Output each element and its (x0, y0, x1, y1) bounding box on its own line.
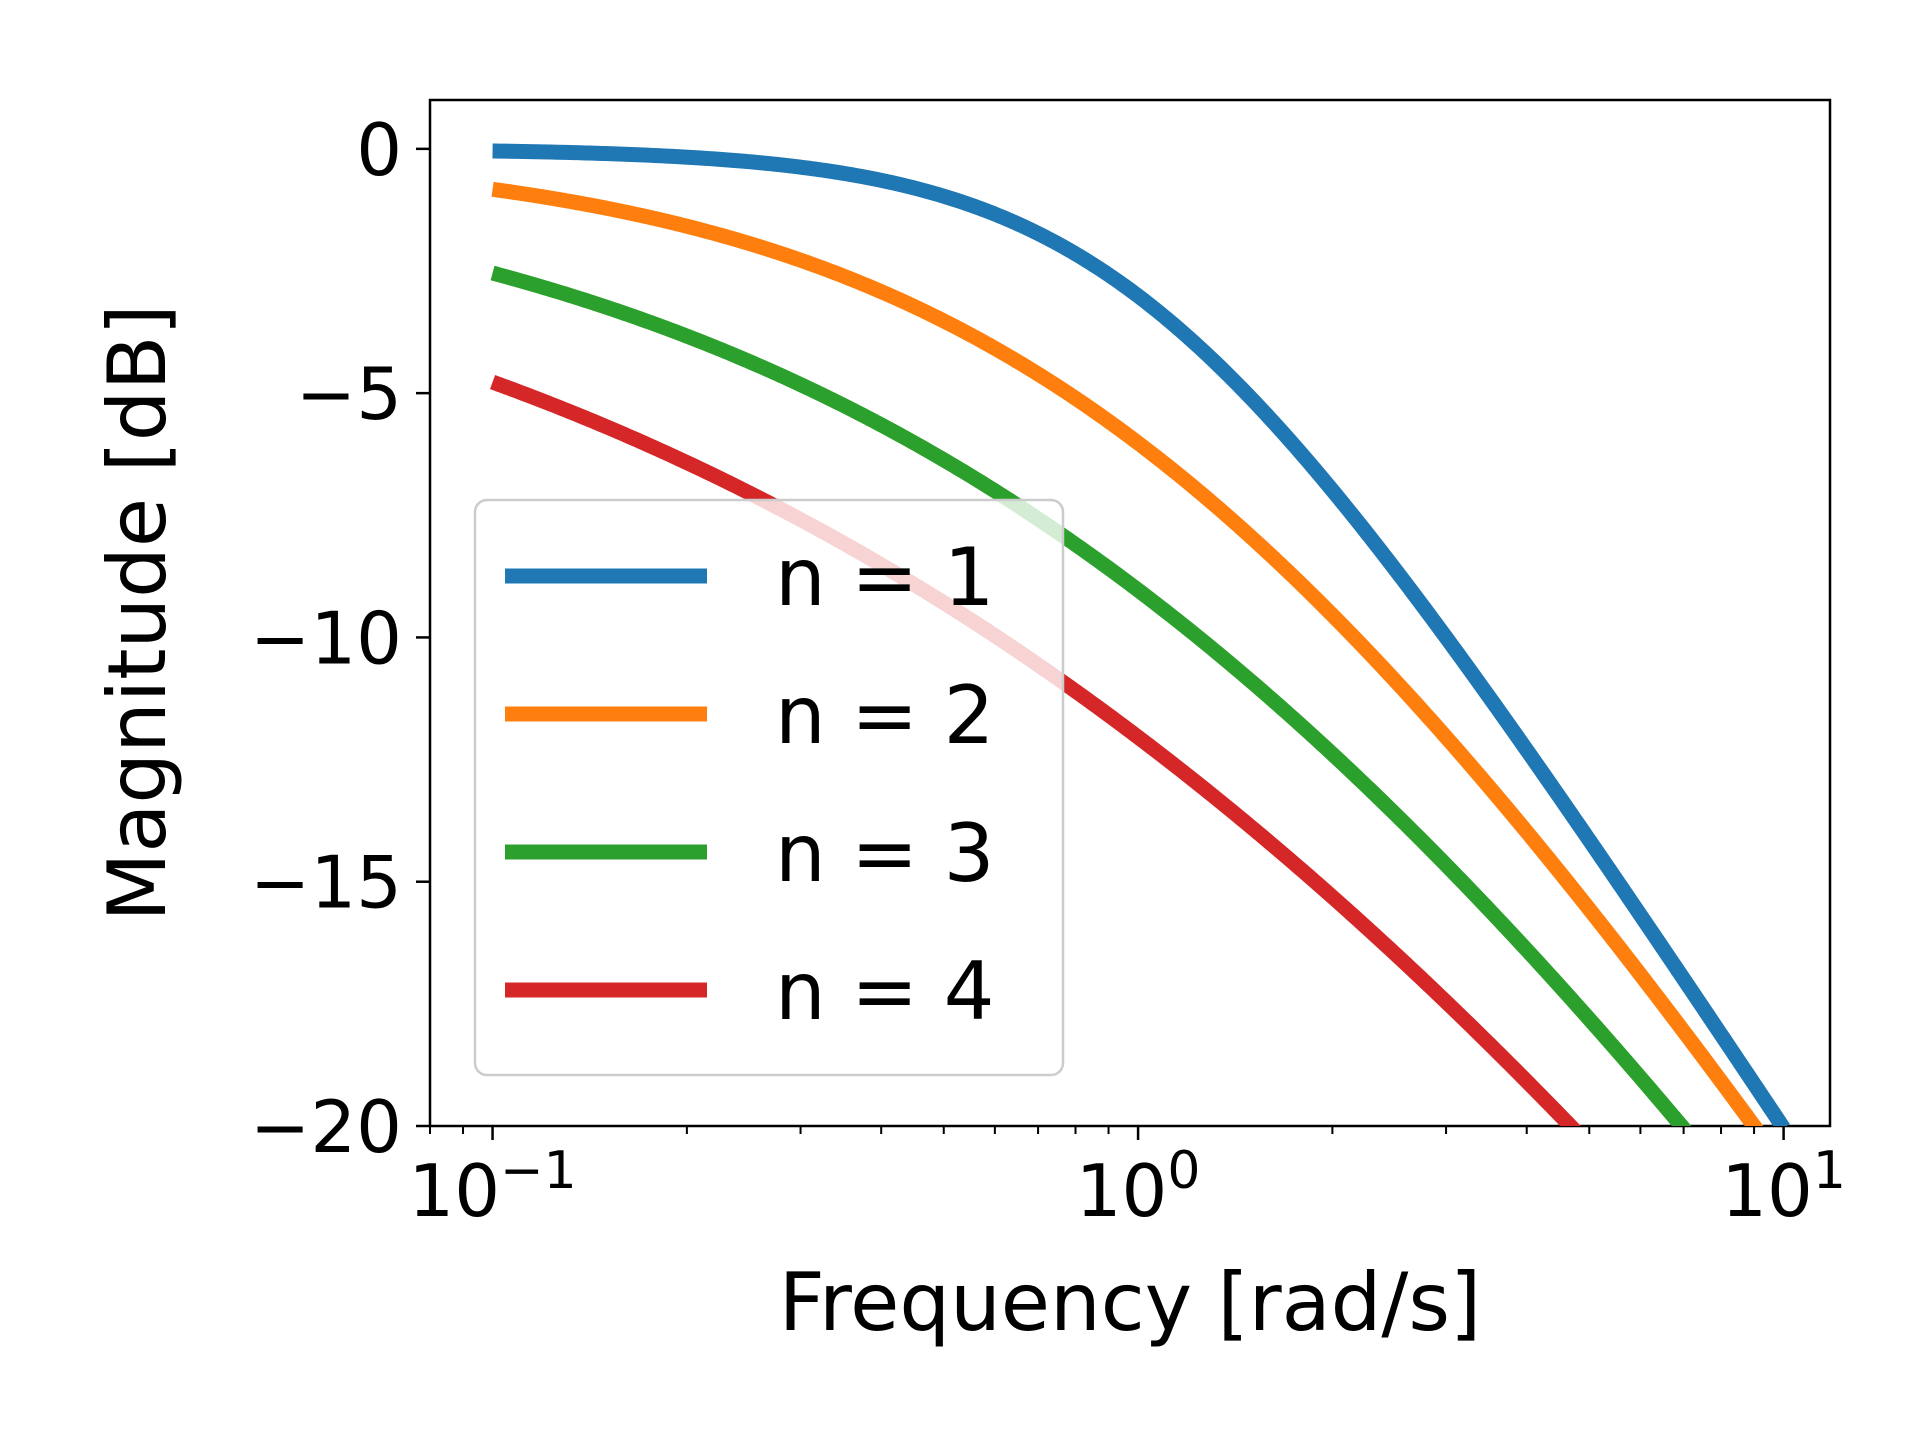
y-tick-label: −5 (296, 352, 402, 436)
series-lines (488, 143, 1790, 1126)
legend-label-4: n = 4 (775, 945, 995, 1038)
y-axis-label: Magnitude [dB] (91, 304, 184, 921)
y-tick-label: −20 (250, 1085, 402, 1169)
y-tick-label: −15 (250, 841, 402, 925)
series-line-2 (488, 181, 1764, 1126)
legend-box (473, 498, 1065, 1077)
x-axis-ticks: 10−1 100 101 (408, 1126, 1846, 1233)
x-axis-label: Frequency [rad/s] (779, 1256, 1481, 1349)
series-line-3 (488, 265, 1692, 1126)
x-tick-label: 10−1 (408, 1141, 576, 1233)
y-tick-label: −10 (250, 596, 402, 680)
series-line-4 (488, 375, 1581, 1126)
x-tick-label: 100 (1076, 1141, 1201, 1233)
y-tick-label: 0 (356, 108, 402, 192)
series-line-1 (488, 143, 1790, 1126)
legend-label-3: n = 3 (775, 807, 995, 900)
legend-label-2: n = 2 (775, 669, 995, 762)
x-tick-label: 101 (1721, 1141, 1846, 1233)
y-axis-ticks: 0 −5 −10 −15 −20 (250, 108, 430, 1169)
legend-label-1: n = 1 (775, 531, 995, 624)
legend: n = 1 n = 2 n = 3 n = 4 (473, 498, 1065, 1077)
